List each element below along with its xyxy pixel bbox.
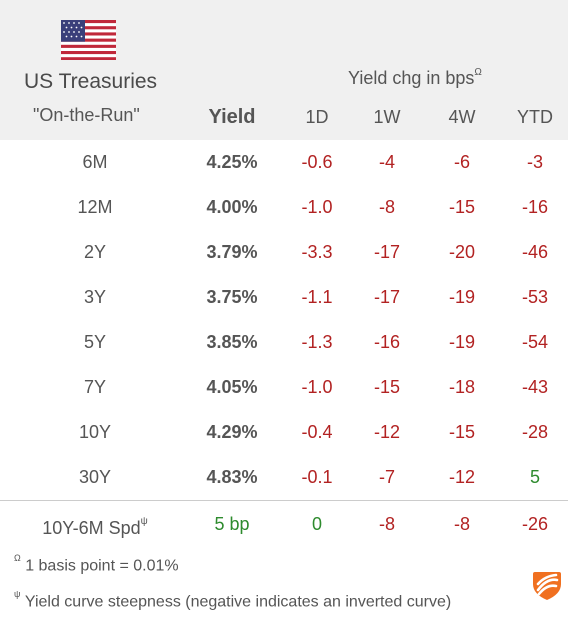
change-4w-cell: -15 [448, 422, 475, 442]
column-header-4w: 4W [448, 107, 476, 127]
change-1d-cell: -1.0 [301, 197, 333, 217]
yield-cell: 4.25% [206, 152, 258, 172]
change-1d-cell: -1.3 [301, 332, 333, 352]
change-title: Yield chg in bpsΩ [348, 67, 482, 89]
table-row: 12M 4.00% -1.0 -8 -15 -16 [0, 185, 568, 230]
tenor-cell: 10Y [78, 422, 112, 442]
table-row: 5Y 3.85% -1.3 -16 -19 -54 [0, 320, 568, 365]
table-subtitle: "On-the-Run" [33, 105, 140, 125]
table-row: 7Y 4.05% -1.0 -15 -18 -43 [0, 365, 568, 410]
yield-cell: 4.29% [206, 422, 258, 442]
change-1w-cell: -17 [373, 287, 400, 307]
change-1w-cell: -7 [378, 467, 395, 487]
footnote-basis-point: Ω 1 basis point = 0.01% [14, 553, 179, 575]
change-ytd-cell: -54 [521, 332, 548, 352]
change-ytd-cell: -53 [521, 287, 548, 307]
change-title-marker: Ω [474, 67, 482, 78]
tenor-cell: 12M [77, 197, 113, 217]
yield-cell: 3.85% [206, 332, 258, 352]
divider [0, 500, 568, 501]
yield-cell: 3.75% [206, 287, 258, 307]
spread-row: 10Y-6M Spdψ 5 bp 0 -8 -8 -26 [0, 502, 568, 547]
change-4w-cell: -6 [453, 152, 470, 172]
spread-label-marker: ψ [140, 516, 148, 527]
change-ytd-cell: -16 [521, 197, 548, 217]
change-1w-cell: -17 [373, 242, 400, 262]
tenor-cell: 30Y [78, 467, 112, 487]
change-1w-cell: -4 [378, 152, 395, 172]
brand-logo-icon [533, 572, 561, 600]
spread-change-1d: 0 [311, 514, 322, 534]
spread-change-1w: -8 [378, 514, 395, 534]
table-row: 6M 4.25% -0.6 -4 -6 -3 [0, 140, 568, 185]
table-row: 30Y 4.83% -0.1 -7 -12 5 [0, 455, 568, 500]
change-4w-cell: -15 [448, 197, 475, 217]
change-1d-cell: -1.1 [301, 287, 333, 307]
change-ytd-cell: -3 [526, 152, 543, 172]
yield-cell: 3.79% [206, 242, 258, 262]
change-1d-cell: -0.6 [301, 152, 333, 172]
change-title-text: Yield chg in bps [348, 68, 475, 88]
column-header-1d: 1D [305, 107, 329, 127]
change-ytd-cell: 5 [529, 467, 540, 487]
yield-cell: 4.83% [206, 467, 258, 487]
change-4w-cell: -18 [448, 377, 475, 397]
spread-value: 5 bp [214, 514, 250, 534]
footnote-text: 1 basis point = 0.01% [25, 557, 179, 575]
footnote-text: Yield curve steepness (negative indicate… [24, 593, 452, 611]
change-ytd-cell: -43 [521, 377, 548, 397]
spread-label-text: 10Y-6M Spd [42, 518, 141, 538]
footnote-marker: ψ [14, 589, 21, 599]
tenor-cell: 7Y [83, 377, 107, 397]
change-1w-cell: -16 [373, 332, 400, 352]
tenor-cell: 5Y [83, 332, 107, 352]
change-1d-cell: -3.3 [301, 242, 333, 262]
change-1d-cell: -1.0 [301, 377, 333, 397]
us-flag-icon [61, 20, 116, 60]
table-row: 10Y 4.29% -0.4 -12 -15 -28 [0, 410, 568, 455]
column-header-1w: 1W [373, 107, 401, 127]
yield-cell: 4.00% [206, 197, 258, 217]
change-1d-cell: -0.1 [301, 467, 333, 487]
footnote-marker: Ω [14, 553, 21, 563]
column-header-ytd: YTD [517, 107, 553, 127]
change-4w-cell: -12 [448, 467, 475, 487]
table-row: 2Y 3.79% -3.3 -17 -20 -46 [0, 230, 568, 275]
table-header: US Treasuries "On-the-Run" Yield chg in … [0, 0, 568, 140]
spread-label: 10Y-6M Spdψ [20, 502, 170, 547]
tenor-cell: 3Y [83, 287, 107, 307]
change-4w-cell: -19 [448, 332, 475, 352]
footnote-curve: ψ Yield curve steepness (negative indica… [14, 589, 452, 611]
change-ytd-cell: -46 [521, 242, 548, 262]
column-header-yield: Yield [208, 106, 256, 128]
table-row: 3Y 3.75% -1.1 -17 -19 -53 [0, 275, 568, 320]
yield-cell: 4.05% [206, 377, 258, 397]
change-1w-cell: -12 [373, 422, 400, 442]
tenor-cell: 6M [82, 152, 108, 172]
spread-change-ytd: -26 [521, 514, 548, 534]
change-1w-cell: -8 [378, 197, 395, 217]
table-title: US Treasuries [24, 70, 158, 93]
change-4w-cell: -19 [448, 287, 475, 307]
change-1w-cell: -15 [373, 377, 400, 397]
change-ytd-cell: -28 [521, 422, 548, 442]
tenor-cell: 2Y [83, 242, 107, 262]
change-1d-cell: -0.4 [301, 422, 333, 442]
change-4w-cell: -20 [448, 242, 475, 262]
spread-change-4w: -8 [453, 514, 470, 534]
